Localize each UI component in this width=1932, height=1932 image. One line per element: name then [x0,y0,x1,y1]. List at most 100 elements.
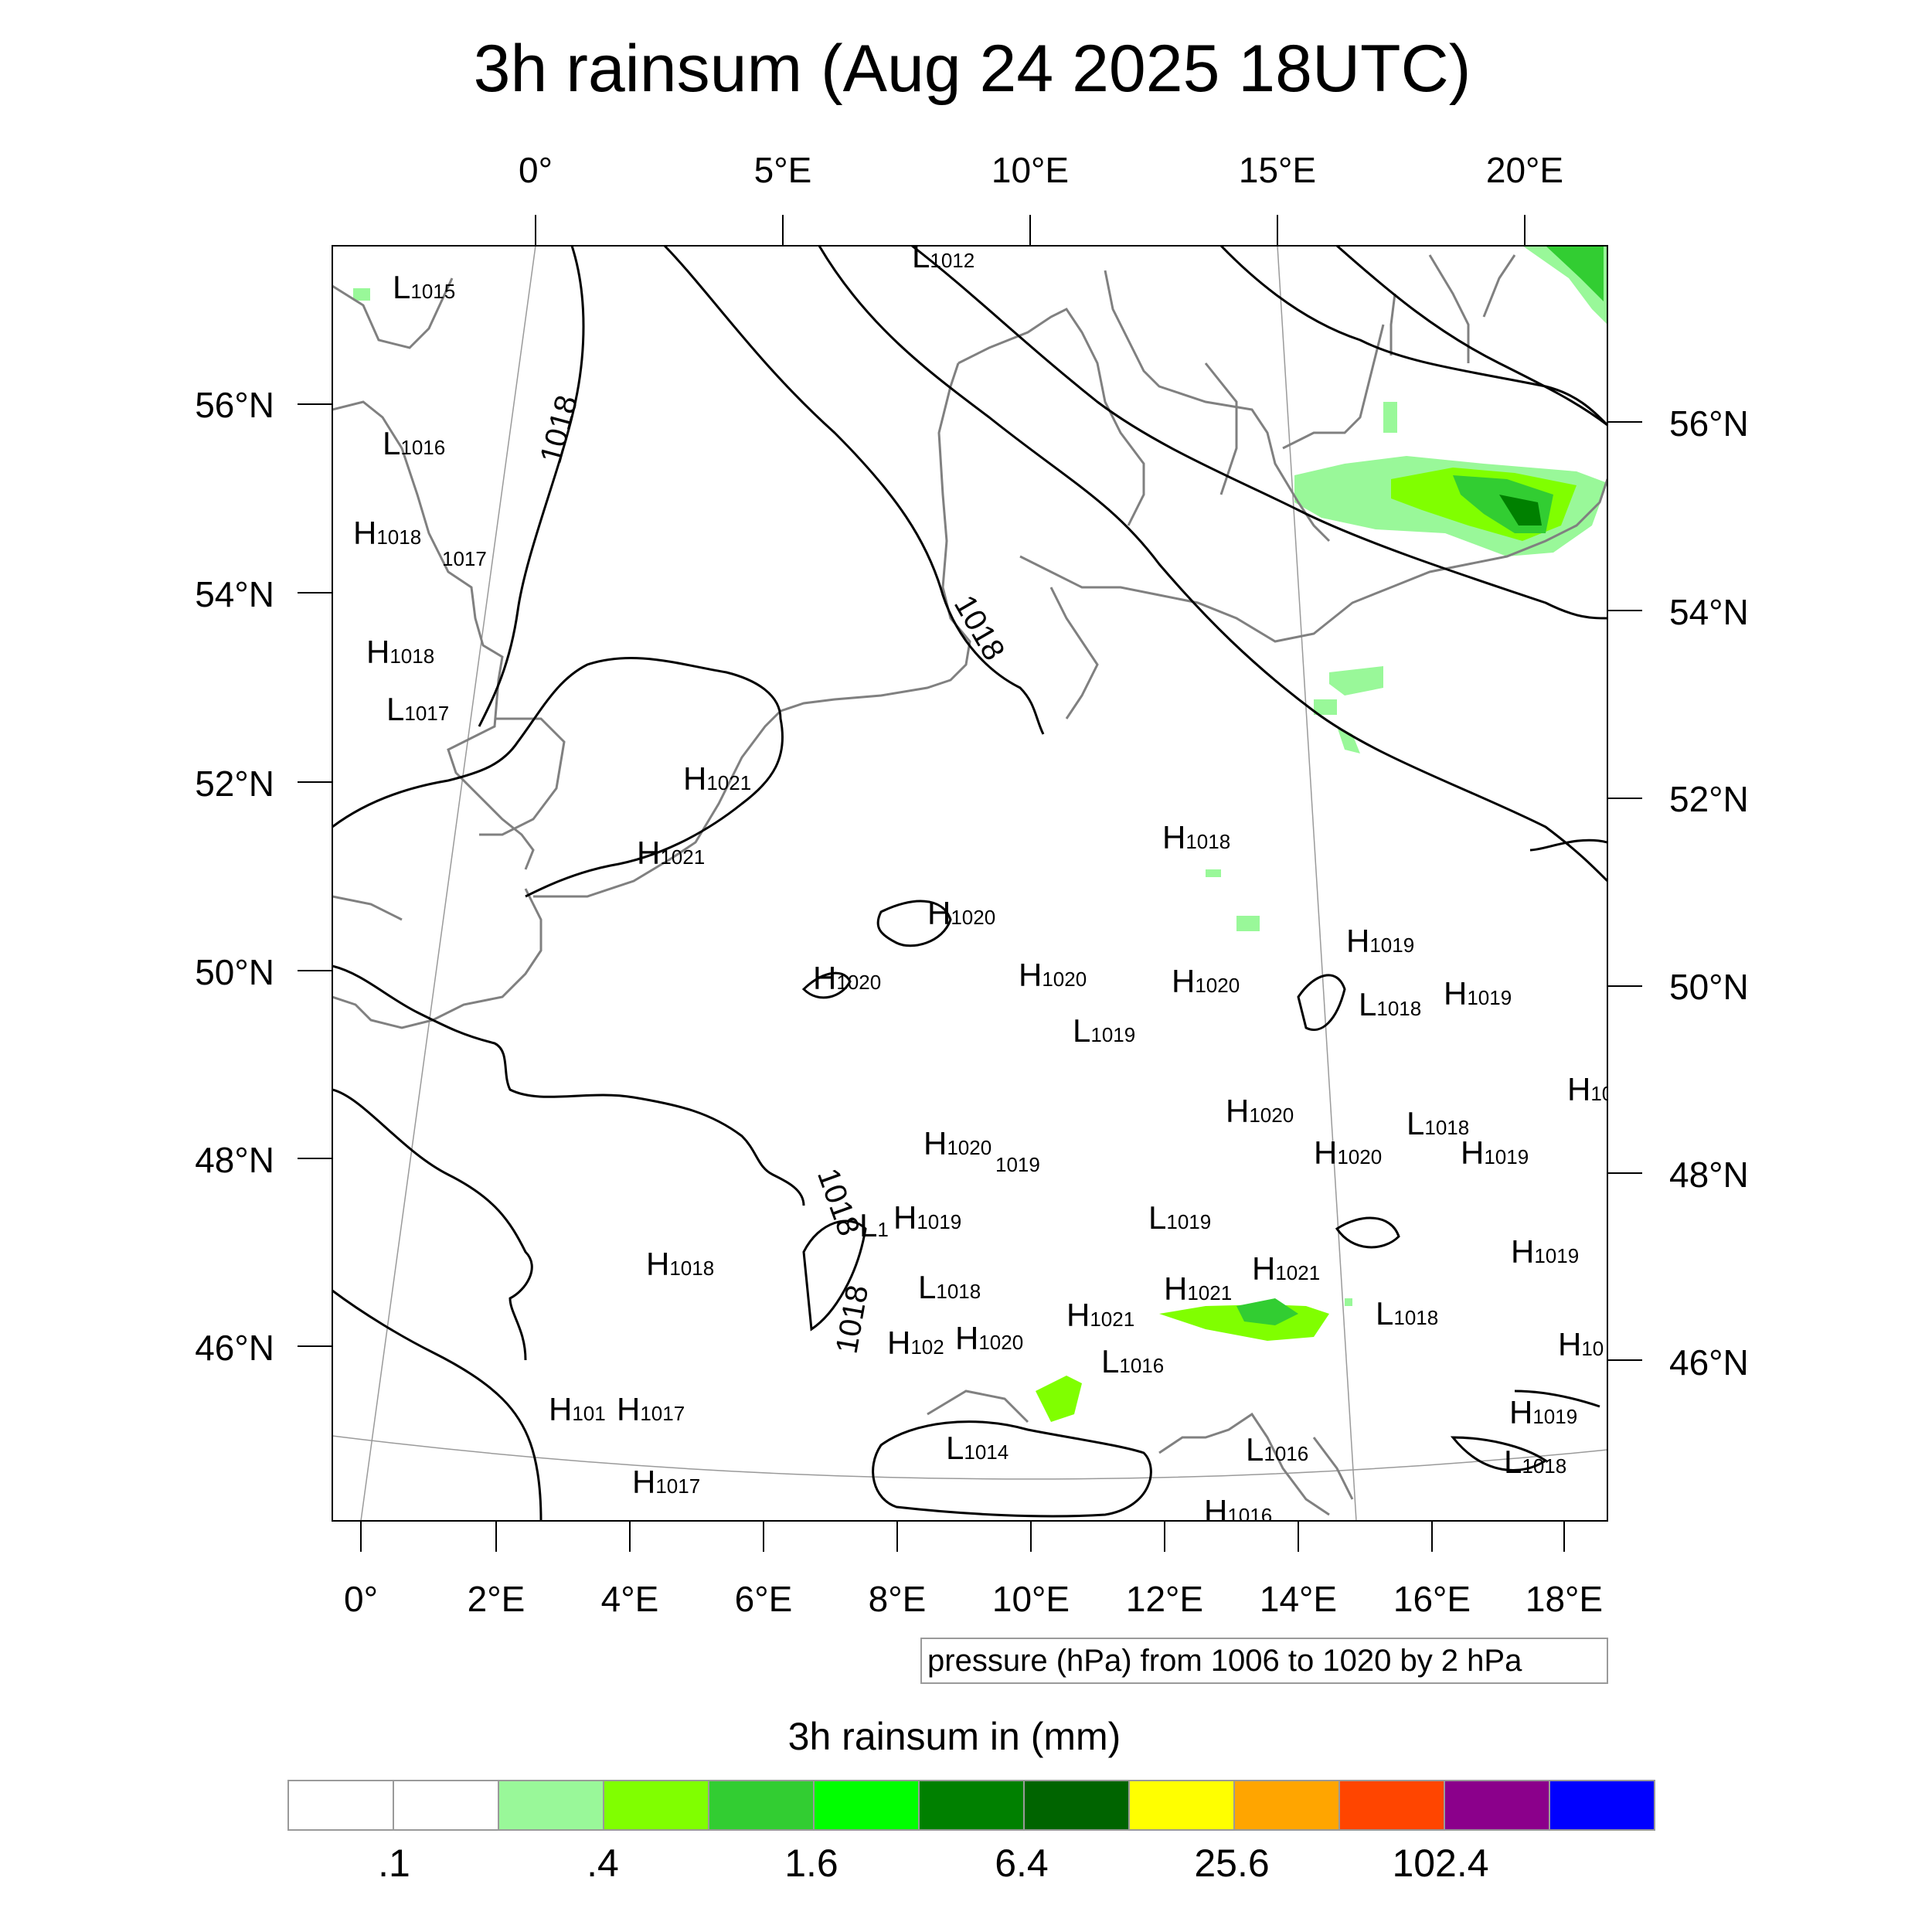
right-lat-label: 56°N [1669,403,1749,444]
colorbar-box [393,1780,499,1831]
rain-patch [1236,916,1260,931]
rain-patch [1499,495,1542,526]
pressure-center-label: L1016 [1246,1431,1308,1468]
pressure-center-label: H1019 [1509,1394,1577,1430]
rain-patch [1383,402,1397,433]
pressure-center-label: H1021 [637,835,705,871]
pressure-center-label: H10 [1567,1071,1613,1107]
colorbar-tick-label: 102.4 [1392,1842,1488,1885]
pressure-center-label: L1018 [1376,1295,1438,1332]
colorbar-box [1023,1780,1130,1831]
pressure-center-label: L1016 [1101,1343,1164,1379]
right-lat-label: 48°N [1669,1155,1749,1195]
pressure-center-label: L1018 [918,1269,981,1305]
left-lat-label: 50°N [195,952,274,992]
right-lat-label: 50°N [1669,967,1749,1007]
isobar-label: 1018 [811,1164,866,1240]
rain-shading [353,246,1607,1422]
left-lat-label: 46°N [195,1328,274,1368]
left-latitude-axis: 56°N 54°N 52°N 50°N 48°N 46°N [195,385,332,1368]
contour-note-text: pressure (hPa) from 1006 to 1020 by 2 hP… [927,1644,1522,1678]
colorbar-box [813,1780,920,1831]
pressure-center-label: H1021 [1252,1250,1320,1287]
pressure-center-label: L1016 [383,425,445,461]
isobar-label: 1018 [829,1283,875,1356]
colorbar-box [287,1780,394,1831]
right-lat-label: 54°N [1669,592,1749,632]
rain-patch [1329,666,1383,696]
pressure-center-label: H1020 [1019,957,1087,993]
map-panel: 1018 1018 1018 1018 L1015 L1012 L1016 H1… [332,238,1613,1529]
bottom-lon-label: 4°E [601,1579,659,1619]
rain-patch [1206,869,1221,877]
pressure-center-label: H1020 [1314,1134,1382,1171]
colorbar-box [1233,1780,1340,1831]
pressure-center-label: L1012 [912,238,975,274]
left-lat-label: 54°N [195,574,274,614]
rain-patch [1314,699,1337,715]
figure-title: 3h rainsum (Aug 24 2025 18UTC) [474,32,1471,106]
colorbar-tick-label: 25.6 [1194,1842,1269,1885]
left-lat-label: 48°N [195,1140,274,1180]
pressure-center-label: H1020 [927,895,995,931]
top-lon-label: 15°E [1239,150,1316,190]
colorbar-box [603,1780,709,1831]
colorbar-boxes [287,1780,1655,1831]
pressure-center-label: L1018 [1359,986,1421,1022]
colorbar-title: 3h rainsum in (mm) [788,1715,1121,1758]
pressure-center-label: L1 [859,1207,889,1243]
left-lat-label: 52°N [195,764,274,804]
colorbar-tick-label: .1 [378,1842,410,1885]
bottom-lon-label: 18°E [1526,1579,1603,1619]
bottom-longitude-axis: 0° 2°E 4°E 6°E 8°E 10°E 12°E 14°E 16°E 1… [344,1521,1603,1619]
colorbar-tick-label: .4 [587,1842,619,1885]
pressure-center-label: H1020 [1226,1093,1294,1129]
pressure-center-label: H1020 [923,1125,992,1162]
pressure-center-label: H1019 [1511,1233,1579,1270]
rain-patch [1546,246,1604,301]
top-lon-label: 5°E [754,150,812,190]
top-lon-label: 20°E [1486,150,1563,190]
isobar-label: 1018 [534,392,585,467]
pressure-center-label: L1017 [386,691,449,727]
colorbar-box [1128,1780,1235,1831]
pressure-center-label: L1019 [1073,1012,1135,1049]
map-frame [332,245,1608,1522]
pressure-center-label: 1019 [995,1153,1040,1176]
top-longitude-axis: 0° 5°E 10°E 15°E 20°E [519,150,1563,246]
bottom-lon-label: 14°E [1260,1579,1337,1619]
pressure-center-label: H1017 [617,1391,685,1427]
pressure-center-label: L1018 [1504,1444,1566,1480]
pressure-center-label: H1018 [366,634,434,670]
right-lat-label: 52°N [1669,779,1749,819]
top-lon-label: 10°E [992,150,1069,190]
pressure-center-label: H1020 [955,1320,1023,1356]
pressure-center-label: H1021 [683,760,751,797]
colorbar-box [708,1780,815,1831]
colorbar: 3h rainsum in (mm) .1 .4 1.6 6.4 25.6 10… [287,1715,1655,1885]
right-lat-label: 46°N [1669,1342,1749,1383]
pressure-center-label: H1016 [1204,1493,1272,1529]
colorbar-box [498,1780,604,1831]
pressure-center-label: H1020 [1172,963,1240,999]
colorbar-tick-label: 6.4 [995,1842,1049,1885]
colorbar-box [1338,1780,1445,1831]
top-lon-label: 0° [519,150,553,190]
pressure-center-label: H1017 [632,1464,700,1500]
pressure-center-label: H1019 [893,1199,961,1236]
pressure-center-label: L1019 [1148,1199,1211,1236]
pressure-center-label: L1018 [1406,1105,1469,1141]
rain-patch [1345,1298,1352,1306]
bottom-lon-label: 10°E [992,1579,1070,1619]
rain-patch [353,288,370,301]
pressure-center-label: H1019 [1461,1134,1529,1171]
graticule [332,246,1607,1521]
colorbar-tick-label: 1.6 [784,1842,838,1885]
bottom-lon-label: 16°E [1393,1579,1471,1619]
pressure-center-label: H1018 [1162,819,1230,855]
colorbar-box [1444,1780,1550,1831]
isobars [332,246,1607,1521]
pressure-center-label: H1018 [353,515,421,551]
colorbar-box [918,1780,1025,1831]
